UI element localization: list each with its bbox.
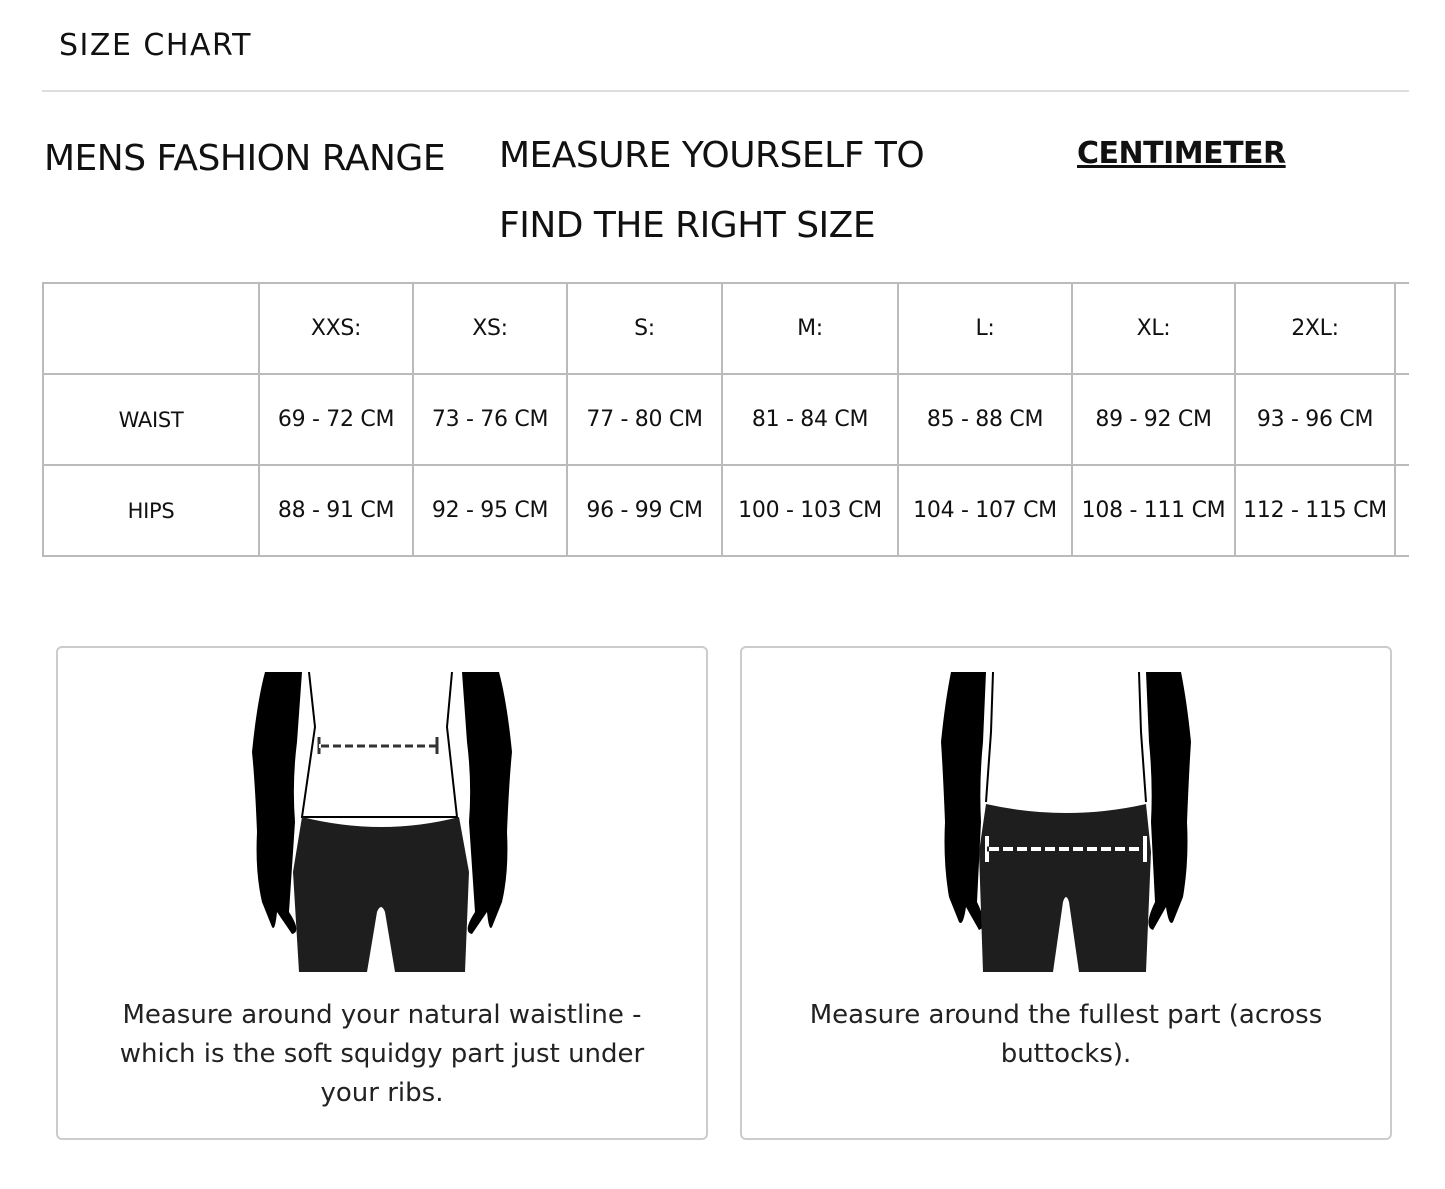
table-cell (1394, 464, 1409, 557)
measure-title: MEASURE YOURSELF TO FIND THE RIGHT SIZE (499, 135, 925, 246)
table-row: WAIST 69 - 72 CM 73 - 76 CM 77 - 80 CM 8… (42, 373, 1409, 466)
table-row: HIPS 88 - 91 CM 92 - 95 CM 96 - 99 CM 10… (42, 464, 1409, 557)
size-header: 2XL: (1234, 282, 1396, 375)
size-header: XXS: (258, 282, 414, 375)
table-cell (1394, 373, 1409, 466)
corner-cell (42, 282, 260, 375)
hips-measure-figure-icon (941, 672, 1191, 972)
waist-measure-figure-icon (252, 672, 512, 972)
size-table-wrapper[interactable]: XXS: XS: S: M: L: XL: 2XL: WAIST 69 - 72… (42, 282, 1409, 563)
table-cell: 77 - 80 CM (566, 373, 723, 466)
waist-guide-text: Measure around your natural waistline - … (119, 1000, 645, 1108)
table-cell: 93 - 96 CM (1234, 373, 1396, 466)
waist-guide-card: Measure around your natural waistline - … (56, 646, 708, 1140)
table-cell: 85 - 88 CM (897, 373, 1073, 466)
table-cell: 81 - 84 CM (721, 373, 899, 466)
table-cell: 69 - 72 CM (258, 373, 414, 466)
table-cell: 108 - 111 CM (1071, 464, 1236, 557)
row-label: WAIST (42, 373, 260, 466)
size-header: L: (897, 282, 1073, 375)
table-cell: 92 - 95 CM (412, 464, 568, 557)
unit-toggle-link[interactable]: CENTIMETER (1077, 136, 1286, 171)
table-cell: 88 - 91 CM (258, 464, 414, 557)
size-table: XXS: XS: S: M: L: XL: 2XL: WAIST 69 - 72… (42, 282, 1409, 557)
hips-guide-text: Measure around the fullest part (across … (809, 1000, 1323, 1069)
table-cell: 104 - 107 CM (897, 464, 1073, 557)
table-cell: 100 - 103 CM (721, 464, 899, 557)
table-cell: 96 - 99 CM (566, 464, 723, 557)
table-cell: 89 - 92 CM (1071, 373, 1236, 466)
table-header-row: XXS: XS: S: M: L: XL: 2XL: (42, 282, 1409, 375)
size-header (1394, 282, 1409, 375)
table-cell: 112 - 115 CM (1234, 464, 1396, 557)
size-header: XL: (1071, 282, 1236, 375)
table-cell: 73 - 76 CM (412, 373, 568, 466)
size-header: M: (721, 282, 899, 375)
divider (42, 90, 1409, 92)
size-header: S: (566, 282, 723, 375)
hips-guide-card: Measure around the fullest part (across … (740, 646, 1392, 1140)
size-header: XS: (412, 282, 568, 375)
row-label: HIPS (42, 464, 260, 557)
size-chart-title: SIZE CHART (59, 28, 252, 63)
range-title: MENS FASHION RANGE (44, 138, 446, 179)
